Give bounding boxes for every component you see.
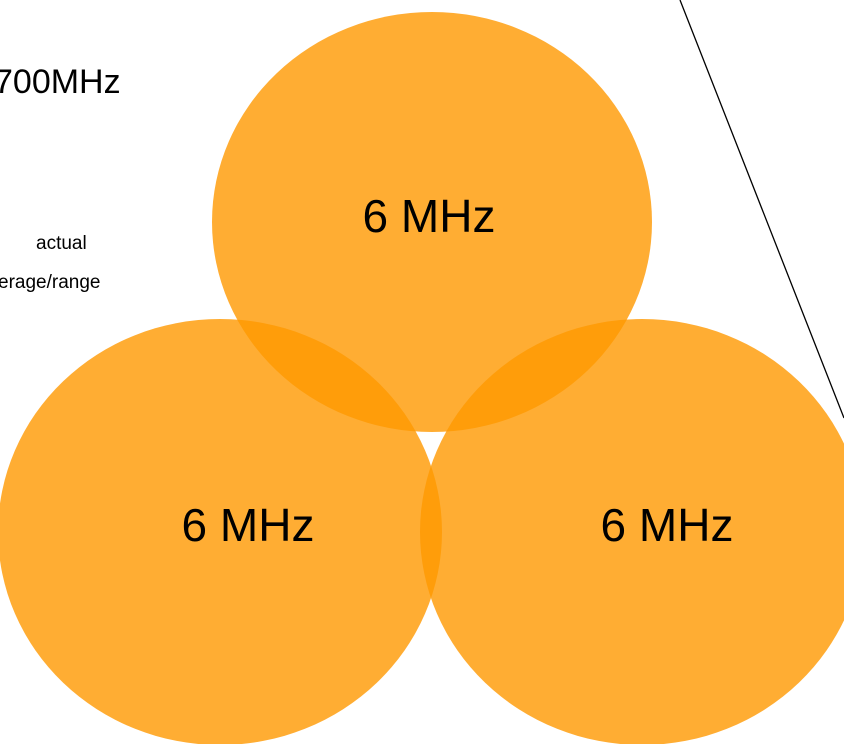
coverage-circle-bottom-right [420,319,844,744]
note-line-2: erage/range [0,272,100,293]
circle-label-top: 6 MHz [363,190,496,242]
frequency-title: 700MHz [0,63,121,101]
divider-line [679,0,844,419]
circle-label-bottom-left: 6 MHz [182,499,315,551]
circle-label-bottom-right: 6 MHz [601,499,734,551]
coverage-circle-top [212,12,652,432]
note-line-1: actual [36,233,87,254]
coverage-circle-bottom-left [0,319,442,744]
